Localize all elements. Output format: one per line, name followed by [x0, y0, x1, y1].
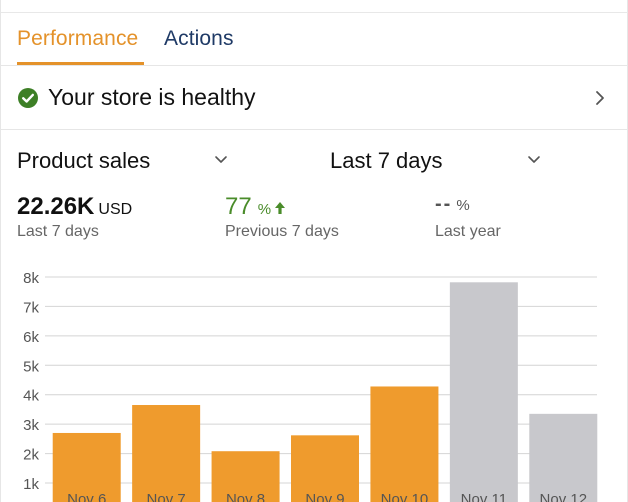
product-sales-bar-chart: 1k 2k 3k 4k 5k 6k 7k 8k Nov 6 Nov 7 Nov 8 Nov 9 Nov …	[23, 270, 598, 502]
y-tick-label: 2k	[23, 447, 39, 464]
tab-actions[interactable]: Actions	[164, 27, 234, 50]
date-range-dropdown[interactable]: Last 7 days	[330, 148, 552, 176]
chevron-right-icon	[596, 91, 604, 105]
y-tick-label: 5k	[23, 358, 39, 375]
bar-nov-8[interactable]	[211, 451, 280, 502]
y-tick-label: 7k	[23, 299, 39, 316]
bar-nov-9[interactable]	[291, 435, 359, 502]
previous-value-number: 77	[225, 193, 252, 220]
active-tab-indicator	[17, 62, 144, 65]
y-tick-label: 1k	[23, 476, 39, 493]
metric-dropdown-label: Product sales	[17, 148, 151, 173]
store-health-text: Your store is healthy	[48, 84, 256, 110]
x-tick-label: Nov 12	[540, 491, 588, 502]
x-tick-label: Nov 11	[461, 491, 507, 502]
y-tick-label: 6k	[23, 329, 39, 346]
stat-total-value: 22.26K USD	[17, 193, 132, 221]
check-circle-icon	[18, 88, 38, 108]
x-tick-label: Nov 10	[381, 491, 429, 502]
stat-total-label: Last 7 days	[17, 223, 99, 240]
last-year-value-unit: %	[456, 197, 470, 214]
tab-bar: Performance Actions	[1, 14, 628, 66]
last-year-value-number: --	[435, 193, 453, 215]
chevron-down-icon	[215, 156, 227, 163]
stat-last-year: --% Last year	[435, 193, 501, 241]
previous-value-unit: %	[257, 201, 272, 218]
metric-dropdown[interactable]: Product sales	[17, 148, 237, 176]
x-tick-label: Nov 9	[305, 491, 344, 502]
total-value-number: 22.26K	[17, 193, 95, 220]
x-tick-label: Nov 8	[226, 491, 265, 502]
x-tick-label: Nov 7	[147, 491, 186, 502]
top-divider	[1, 12, 628, 13]
y-tick-label: 4k	[23, 388, 39, 405]
store-health-row[interactable]: Your store is healthy	[1, 66, 628, 130]
total-value-unit: USD	[98, 201, 133, 218]
chevron-down-icon	[528, 156, 540, 163]
stat-last-year-value: --%	[435, 193, 501, 221]
stat-previous-label: Previous 7 days	[225, 223, 339, 240]
bar-nov-11[interactable]	[449, 282, 518, 502]
bar-nov-12[interactable]	[529, 413, 598, 502]
arrow-up-icon	[275, 201, 286, 214]
bar-nov-7[interactable]	[132, 405, 201, 502]
date-range-dropdown-label: Last 7 days	[330, 148, 443, 173]
stat-last-year-label: Last year	[435, 223, 501, 240]
y-tick-label: 8k	[23, 270, 39, 287]
stat-previous-value: 77%	[225, 193, 339, 221]
tab-performance[interactable]: Performance	[17, 27, 139, 50]
bar-nov-6[interactable]	[52, 432, 121, 502]
stat-total-sales: 22.26K USD Last 7 days	[17, 193, 132, 241]
x-tick-label: Nov 6	[67, 491, 106, 502]
bar-nov-10[interactable]	[370, 386, 439, 502]
stat-previous-period: 77% Previous 7 days	[225, 193, 339, 241]
y-tick-label: 3k	[23, 417, 39, 434]
